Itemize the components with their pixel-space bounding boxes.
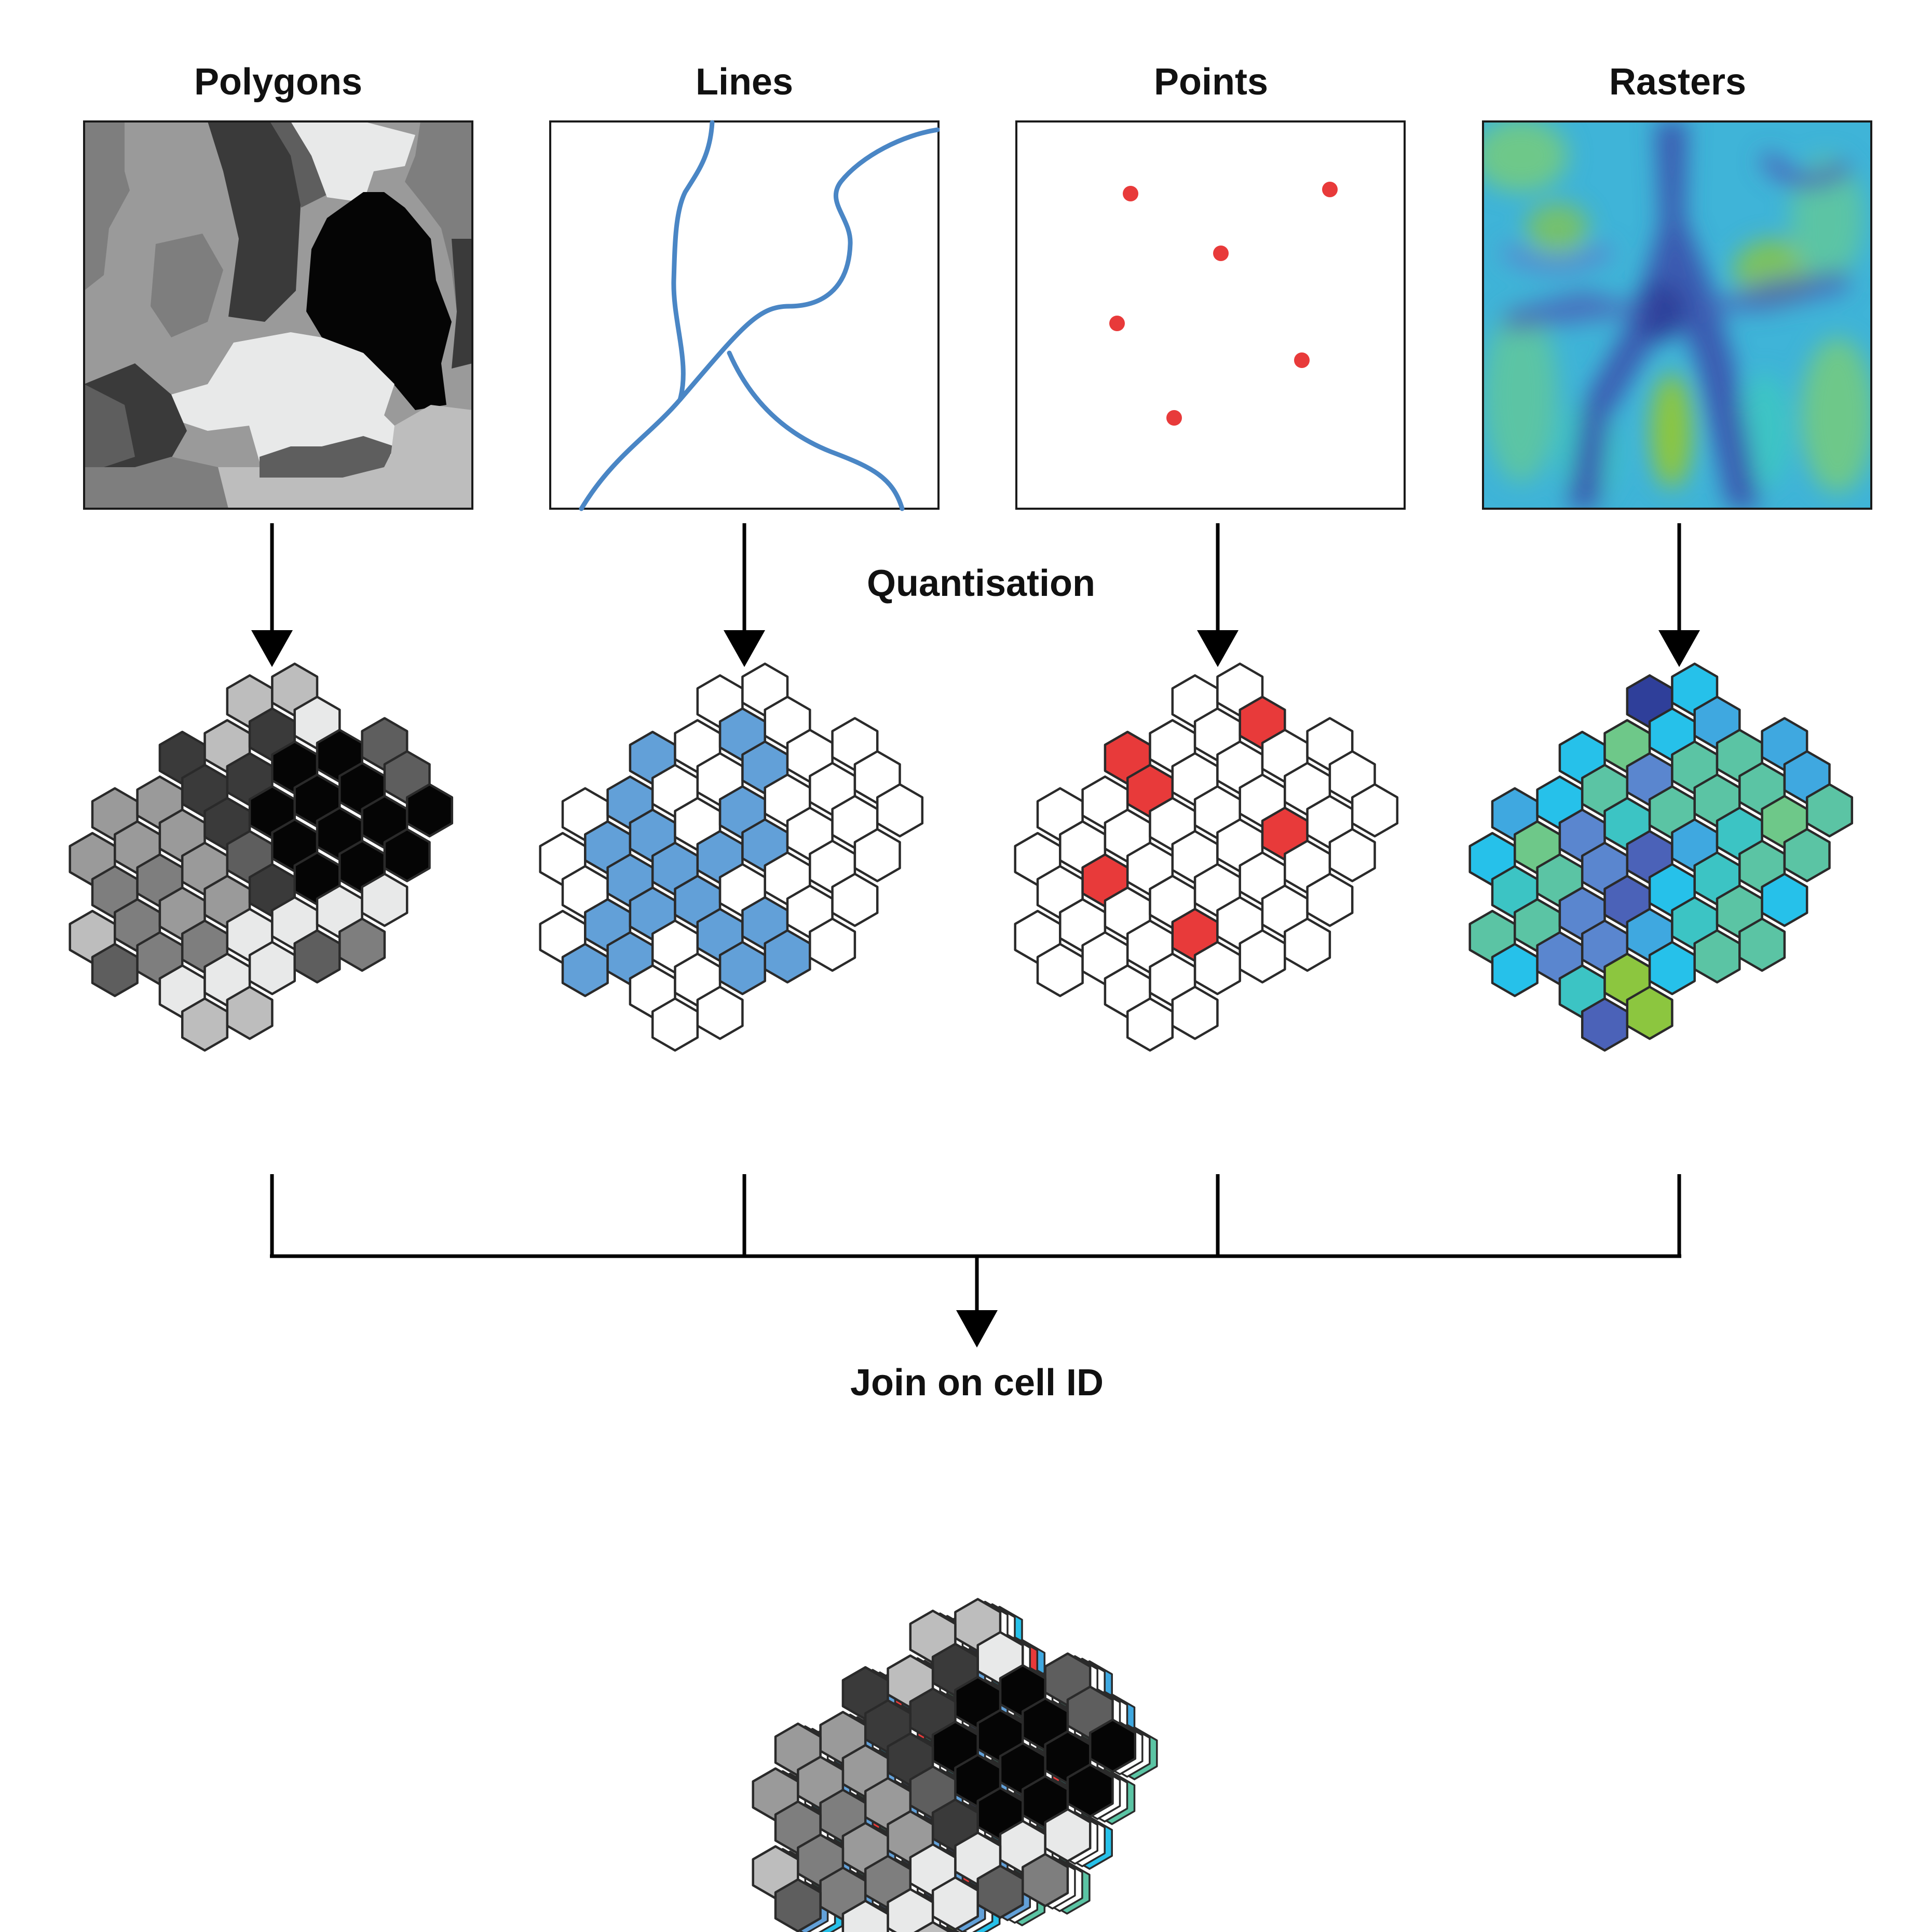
hex-cell <box>841 1899 889 1932</box>
hex-cell <box>361 873 409 927</box>
down-arrow-icon <box>724 523 765 667</box>
hex-cell <box>248 941 296 996</box>
point-feature <box>1166 410 1182 426</box>
hex-cell <box>1783 828 1831 882</box>
points-panel <box>1015 120 1406 510</box>
down-arrow-icon <box>1658 523 1700 667</box>
hex-cell <box>1738 917 1786 972</box>
hex-grid-joined <box>752 1598 1158 1932</box>
hex-cell <box>1805 783 1854 838</box>
down-arrow-icon <box>251 523 293 667</box>
hex-cell <box>1126 997 1174 1052</box>
point-feature <box>1294 352 1310 368</box>
hex-cell <box>976 1865 1024 1919</box>
hex-cell <box>1351 783 1399 838</box>
down-arrow-icon <box>1197 523 1239 667</box>
hex-cell <box>914 1921 953 1932</box>
point-feature <box>1322 182 1338 197</box>
polygons-panel <box>83 120 473 510</box>
hex-cell <box>1581 997 1629 1052</box>
hex-cell <box>338 917 386 972</box>
hex-cell <box>831 873 879 927</box>
hex-cell <box>718 941 766 996</box>
label-lines: Lines <box>696 61 793 103</box>
hex-cell <box>1693 929 1741 984</box>
hex-cell <box>1491 943 1539 997</box>
point-feature <box>1109 316 1125 331</box>
hex-cell <box>1171 985 1219 1040</box>
hex-cell <box>774 1878 822 1932</box>
hex-cell <box>1022 1853 1069 1908</box>
label-quantisation: Quantisation <box>867 563 1095 604</box>
hex-cell <box>1648 941 1696 996</box>
hex-cell <box>876 783 924 838</box>
hex-cell <box>226 985 274 1040</box>
line-feature-2 <box>677 127 940 402</box>
hex-grid-rasters <box>1468 662 1854 1052</box>
hex-cell <box>931 1876 979 1931</box>
hex-cell <box>764 929 811 984</box>
label-join: Join on cell ID <box>850 1362 1104 1404</box>
line-feature-3 <box>727 350 905 511</box>
label-rasters: Rasters <box>1609 61 1746 103</box>
hex-cell <box>91 943 139 997</box>
hex-cell <box>293 929 341 984</box>
lines-panel <box>549 120 940 511</box>
point-feature <box>1123 186 1138 201</box>
hex-cell <box>809 917 856 972</box>
point-feature <box>1213 246 1229 261</box>
hex-cell <box>181 997 229 1052</box>
hex-cell <box>1066 1763 1114 1818</box>
hex-cell <box>651 997 699 1052</box>
hex-cell <box>887 1888 934 1932</box>
hex-grid-polygons <box>69 662 454 1052</box>
label-polygons: Polygons <box>194 61 362 103</box>
label-points: Points <box>1154 61 1268 103</box>
merge-connector-icon <box>270 1174 1681 1348</box>
hex-cell <box>1089 1718 1137 1773</box>
hex-cell <box>1239 929 1286 984</box>
hex-cell <box>1036 943 1084 997</box>
hex-cell <box>1284 917 1331 972</box>
line-feature-1 <box>579 120 715 511</box>
hex-cell <box>1328 828 1376 882</box>
rasters-panel <box>1482 120 1872 510</box>
hex-cell <box>696 985 744 1040</box>
hex-cell <box>561 943 609 997</box>
hex-grid-lines <box>539 662 924 1052</box>
hex-cell <box>1044 1808 1092 1862</box>
hex-cell <box>853 828 901 882</box>
hex-cell <box>405 783 454 838</box>
hex-cell <box>1193 941 1241 996</box>
hex-cell <box>1306 873 1354 927</box>
hex-cell <box>1626 985 1674 1040</box>
hex-cell <box>1761 873 1808 927</box>
hex-cell <box>383 828 431 882</box>
hex-grid-points <box>1014 662 1399 1052</box>
